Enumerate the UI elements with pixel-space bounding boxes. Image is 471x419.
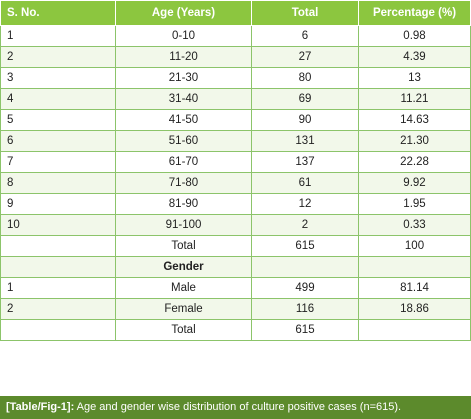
cell-percentage: 22.28 [358,151,471,173]
cell-age: 51-60 [115,130,252,152]
gender-total-value: 615 [251,319,359,341]
cell-sno: 4 [0,88,116,110]
age-total-label: Total [115,235,252,257]
cell-empty [358,256,471,278]
table-row: 8 71-80 61 9.92 [0,172,471,194]
table-row: 2 Female 116 18.86 [0,298,471,320]
table-row: 9 81-90 12 1.95 [0,193,471,215]
table-row: 4 31-40 69 11.21 [0,88,471,110]
table-row: 1 0-10 6 0.98 [0,25,471,47]
cell-age: 81-90 [115,193,252,215]
table-row: 1 Male 499 81.14 [0,277,471,299]
table-row: 6 51-60 131 21.30 [0,130,471,152]
header-total: Total [251,0,359,26]
table-row: 2 11-20 27 4.39 [0,46,471,68]
cell-total: 6 [251,25,359,47]
cell-sno: 1 [0,25,116,47]
table-caption: [Table/Fig-1]: Age and gender wise distr… [0,396,471,419]
caption-reference: [Table/Fig-1]: [6,401,75,413]
cell-percentage: 81.14 [358,277,471,299]
cell-sno: 6 [0,130,116,152]
cell-percentage: 21.30 [358,130,471,152]
gender-total-row: Total 615 [0,319,471,341]
header-sno: S. No. [0,0,116,26]
cell-total: 499 [251,277,359,299]
cell-total: 137 [251,151,359,173]
distribution-table: S. No. Age (Years) Total Percentage (%) … [0,0,471,341]
cell-sno: 3 [0,67,116,89]
cell-total: 90 [251,109,359,131]
cell-total: 27 [251,46,359,68]
cell-percentage: 9.92 [358,172,471,194]
cell-sno: 10 [0,214,116,236]
cell-sno: 1 [0,277,116,299]
age-total-percentage: 100 [358,235,471,257]
cell-percentage: 0.98 [358,25,471,47]
age-total-row: Total 615 100 [0,235,471,257]
cell-gender: Female [115,298,252,320]
cell-total: 61 [251,172,359,194]
gender-section-row: Gender [0,256,471,278]
cell-percentage: 0.33 [358,214,471,236]
cell-percentage: 11.21 [358,88,471,110]
cell-total: 12 [251,193,359,215]
table-row: 10 91-100 2 0.33 [0,214,471,236]
cell-empty [0,319,116,341]
age-total-value: 615 [251,235,359,257]
cell-age: 41-50 [115,109,252,131]
cell-percentage: 14.63 [358,109,471,131]
cell-total: 116 [251,298,359,320]
caption-text: Age and gender wise distribution of cult… [74,401,402,413]
cell-age: 91-100 [115,214,252,236]
gender-section-label: Gender [115,256,252,278]
cell-age: 11-20 [115,46,252,68]
cell-age: 0-10 [115,25,252,47]
cell-total: 2 [251,214,359,236]
cell-age: 71-80 [115,172,252,194]
cell-percentage: 1.95 [358,193,471,215]
cell-percentage: 18.86 [358,298,471,320]
cell-sno: 8 [0,172,116,194]
cell-percentage: 4.39 [358,46,471,68]
cell-total: 131 [251,130,359,152]
cell-sno: 2 [0,298,116,320]
gender-total-label: Total [115,319,252,341]
cell-empty [0,256,116,278]
cell-percentage: 13 [358,67,471,89]
cell-empty [0,235,116,257]
cell-total: 80 [251,67,359,89]
table-row: 3 21-30 80 13 [0,67,471,89]
cell-age: 21-30 [115,67,252,89]
cell-sno: 9 [0,193,116,215]
header-percentage: Percentage (%) [358,0,471,26]
cell-age: 31-40 [115,88,252,110]
cell-empty [358,319,471,341]
cell-sno: 2 [0,46,116,68]
cell-gender: Male [115,277,252,299]
cell-total: 69 [251,88,359,110]
cell-sno: 7 [0,151,116,173]
table-row: 5 41-50 90 14.63 [0,109,471,131]
table-row: 7 61-70 137 22.28 [0,151,471,173]
cell-age: 61-70 [115,151,252,173]
table-header-row: S. No. Age (Years) Total Percentage (%) [0,0,471,26]
cell-sno: 5 [0,109,116,131]
cell-empty [251,256,359,278]
header-age: Age (Years) [115,0,252,26]
